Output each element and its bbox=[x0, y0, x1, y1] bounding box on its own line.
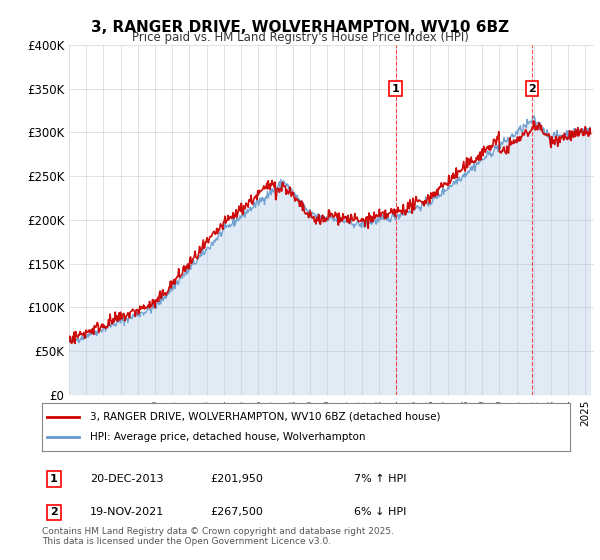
Text: 1: 1 bbox=[392, 83, 400, 94]
Text: HPI: Average price, detached house, Wolverhampton: HPI: Average price, detached house, Wolv… bbox=[89, 432, 365, 442]
Text: 2: 2 bbox=[50, 507, 58, 517]
Text: 20-DEC-2013: 20-DEC-2013 bbox=[90, 474, 163, 484]
Text: 3, RANGER DRIVE, WOLVERHAMPTON, WV10 6BZ (detached house): 3, RANGER DRIVE, WOLVERHAMPTON, WV10 6BZ… bbox=[89, 412, 440, 422]
Text: 6% ↓ HPI: 6% ↓ HPI bbox=[354, 507, 406, 517]
Text: 7% ↑ HPI: 7% ↑ HPI bbox=[354, 474, 407, 484]
Text: 3, RANGER DRIVE, WOLVERHAMPTON, WV10 6BZ: 3, RANGER DRIVE, WOLVERHAMPTON, WV10 6BZ bbox=[91, 20, 509, 35]
Text: 2: 2 bbox=[528, 83, 536, 94]
Text: 1: 1 bbox=[50, 474, 58, 484]
Text: £201,950: £201,950 bbox=[210, 474, 263, 484]
Text: Price paid vs. HM Land Registry's House Price Index (HPI): Price paid vs. HM Land Registry's House … bbox=[131, 31, 469, 44]
Text: Contains HM Land Registry data © Crown copyright and database right 2025.
This d: Contains HM Land Registry data © Crown c… bbox=[42, 526, 394, 546]
Text: 19-NOV-2021: 19-NOV-2021 bbox=[90, 507, 164, 517]
Text: £267,500: £267,500 bbox=[210, 507, 263, 517]
